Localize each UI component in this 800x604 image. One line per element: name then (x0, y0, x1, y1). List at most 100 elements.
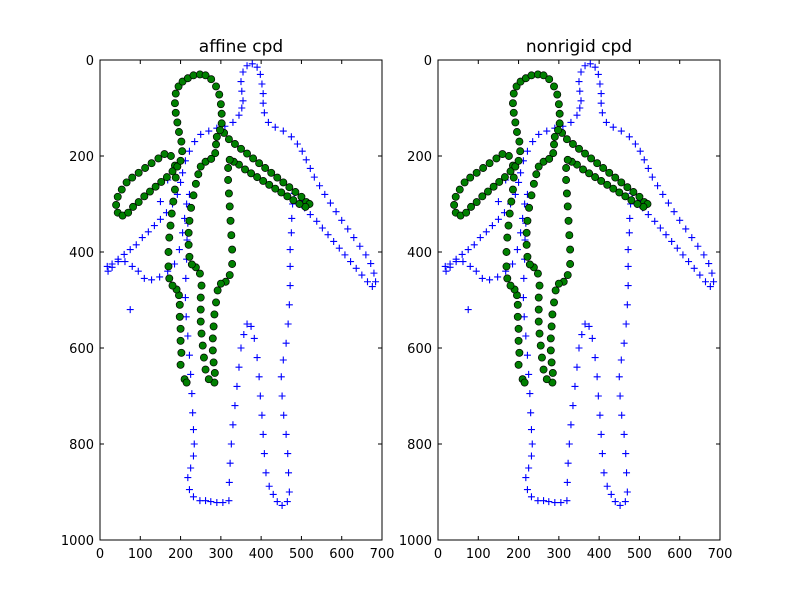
subplot-affine-cpd: affine cpd 0 100 200 300 400 500 600 700 0 200 400… (61, 37, 395, 562)
circle-marker (507, 197, 516, 206)
plus-marker (594, 392, 602, 400)
plus-marker (545, 498, 553, 506)
circle-marker (291, 188, 300, 196)
plus-marker (207, 498, 215, 506)
circle-marker (279, 178, 288, 187)
plus-marker (522, 332, 530, 340)
circle-marker (593, 159, 602, 168)
plus-marker (441, 262, 449, 270)
plus-marker (476, 234, 484, 242)
circle-marker (546, 334, 555, 343)
plus-marker (696, 271, 704, 279)
circle-marker (185, 216, 194, 225)
circle-marker (603, 180, 612, 189)
plus-marker (271, 123, 279, 131)
circle-marker (224, 164, 233, 172)
circle-marker (479, 164, 488, 172)
y-tick-label: 200 (407, 150, 432, 165)
plus-marker (237, 78, 245, 86)
circle-marker (563, 202, 572, 211)
y-tick-label: 1000 (61, 534, 94, 549)
y-tick-label: 600 (407, 342, 432, 357)
circle-marker (522, 240, 531, 249)
y-tick-label: 400 (69, 246, 94, 261)
circle-marker (191, 179, 200, 188)
circle-marker (196, 293, 205, 302)
circle-marker (587, 154, 596, 163)
circle-marker (207, 154, 216, 163)
circle-marker (164, 262, 173, 271)
plus-marker (144, 228, 152, 236)
subplot-nonrigid-cpd: nonrigid cpd 0 100 200 300 400 500 600 700 0 200 4… (399, 37, 733, 562)
plus-marker (494, 215, 502, 223)
plus-marker (298, 147, 306, 155)
circle-marker (173, 118, 182, 127)
circle-marker (611, 173, 620, 182)
plus-marker (235, 111, 243, 119)
circle-marker (259, 177, 268, 185)
circle-marker (617, 178, 626, 187)
plus-marker (662, 231, 670, 239)
circle-marker (515, 137, 524, 146)
plus-marker (250, 334, 258, 342)
x-tick-label: 400 (587, 547, 612, 562)
circle-marker (212, 140, 220, 149)
circle-marker (295, 200, 304, 208)
circle-marker (176, 336, 185, 345)
plus-marker (527, 426, 535, 434)
plus-marker (452, 258, 460, 266)
plus-marker (248, 60, 256, 68)
circle-marker (554, 126, 563, 135)
plus-marker (306, 164, 314, 172)
circle-marker (208, 346, 217, 355)
circle-marker (216, 126, 225, 135)
circle-marker (198, 341, 207, 350)
circle-marker (170, 99, 179, 108)
plus-marker (253, 354, 261, 362)
plus-marker (128, 262, 136, 270)
circle-marker (178, 147, 187, 156)
circle-marker (548, 369, 557, 377)
x-tick-label: 0 (434, 547, 442, 562)
plus-marker (581, 320, 589, 328)
plus-marker (258, 411, 266, 419)
plus-marker (668, 237, 676, 245)
circle-marker (554, 279, 563, 288)
plus-marker (278, 501, 286, 509)
circle-marker (175, 312, 184, 321)
circle-marker (216, 100, 225, 109)
plus-marker (486, 276, 494, 284)
circle-marker (547, 322, 556, 331)
circle-marker (253, 173, 262, 182)
plus-marker (253, 63, 261, 71)
x-tick-label: 300 (208, 547, 233, 562)
circle-marker (591, 173, 600, 182)
plus-marker (644, 164, 652, 172)
plus-marker (191, 138, 199, 146)
plus-marker (644, 211, 652, 219)
circle-marker (492, 154, 501, 163)
plus-marker (313, 217, 321, 225)
plus-marker (522, 474, 530, 482)
circle-marker (597, 177, 606, 185)
circle-marker (513, 300, 522, 309)
circle-marker (212, 132, 221, 141)
plus-marker (108, 263, 116, 271)
plus-marker (620, 430, 628, 438)
circle-marker (621, 192, 630, 201)
circle-marker (550, 82, 558, 91)
subplot-title: affine cpd (199, 37, 283, 57)
plus-marker (225, 497, 233, 505)
circle-marker (514, 156, 523, 165)
plus-marker (156, 198, 164, 206)
circle-marker (565, 231, 574, 240)
circle-marker (514, 336, 523, 345)
plus-marker (609, 123, 617, 131)
circle-marker (498, 150, 507, 159)
circle-marker (514, 324, 523, 333)
plus-marker (528, 440, 536, 448)
plus-marker (575, 344, 583, 352)
circle-marker (176, 156, 185, 165)
plus-marker (175, 246, 183, 254)
